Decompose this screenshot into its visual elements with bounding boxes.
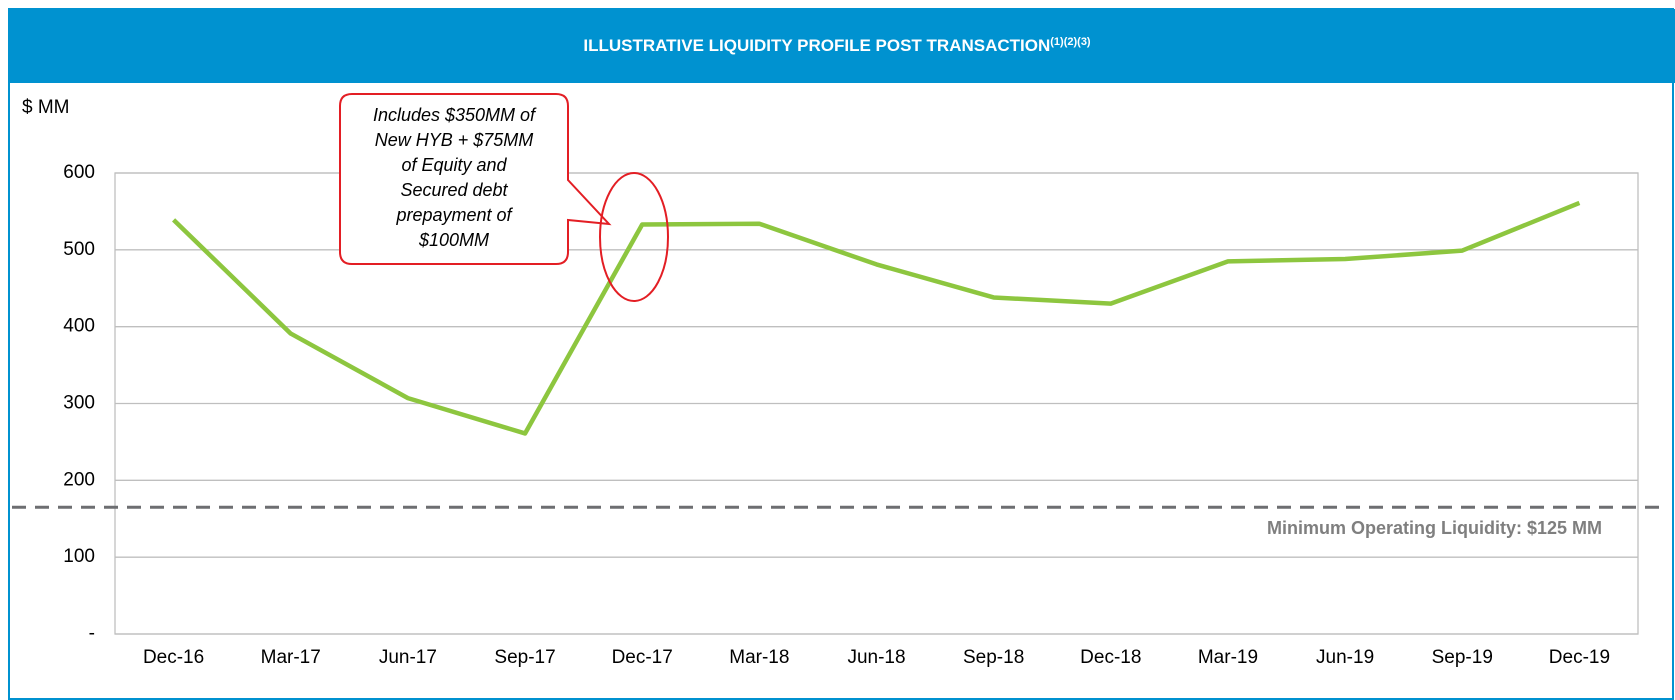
reference-label: Minimum Operating Liquidity: $125 MM: [1267, 518, 1602, 538]
x-tick-label: Sep-18: [963, 647, 1024, 668]
callout-line: of Equity and: [401, 155, 507, 175]
callout-line: prepayment of: [395, 205, 513, 225]
header-bar: [9, 9, 1675, 83]
y-tick-label: 500: [63, 239, 95, 260]
x-tick-label: Dec-16: [143, 647, 204, 668]
x-tick-label: Dec-18: [1080, 647, 1141, 668]
callout-line: Secured debt: [400, 180, 508, 200]
frame: [8, 8, 1674, 700]
x-tick-label: Jun-17: [379, 647, 437, 668]
y-tick-label: 600: [63, 162, 95, 183]
chart-title: ILLUSTRATIVE LIQUIDITY PROFILE POST TRAN…: [583, 36, 1091, 56]
y-tick-label: 300: [63, 393, 95, 414]
x-tick-label: Mar-17: [261, 647, 321, 668]
callout-line: Includes $350MM of: [373, 105, 537, 125]
highlight-ellipse: [599, 172, 669, 302]
x-tick-label: Jun-18: [847, 647, 905, 668]
y-tick-label: 200: [63, 469, 95, 490]
title-text: ILLUSTRATIVE LIQUIDITY PROFILE POST TRAN…: [583, 36, 1050, 55]
y-tick-label: 400: [63, 316, 95, 337]
x-tick-label: Dec-17: [612, 647, 673, 668]
callout: Includes $350MM of New HYB + $75MM of Equi…: [339, 93, 669, 302]
data-line: [172, 200, 1581, 436]
plot-border: [114, 172, 1639, 635]
x-tick-label: Dec-19: [1549, 647, 1610, 668]
x-tick-label: Mar-19: [1198, 647, 1258, 668]
x-tick-label: Sep-19: [1432, 647, 1493, 668]
y-tick-label: -: [89, 623, 95, 644]
callout-box: [339, 93, 612, 265]
y-axis-label: $ MM: [22, 97, 70, 118]
x-tick-label: Mar-18: [729, 647, 789, 668]
title-superscript: (1)(2)(3): [1050, 36, 1091, 48]
callout-line: $100MM: [418, 230, 489, 250]
callout-line: New HYB + $75MM: [375, 130, 534, 150]
x-tick-label: Jun-19: [1316, 647, 1374, 668]
y-tick-label: 100: [63, 546, 95, 567]
x-tick-label: Sep-17: [494, 647, 555, 668]
